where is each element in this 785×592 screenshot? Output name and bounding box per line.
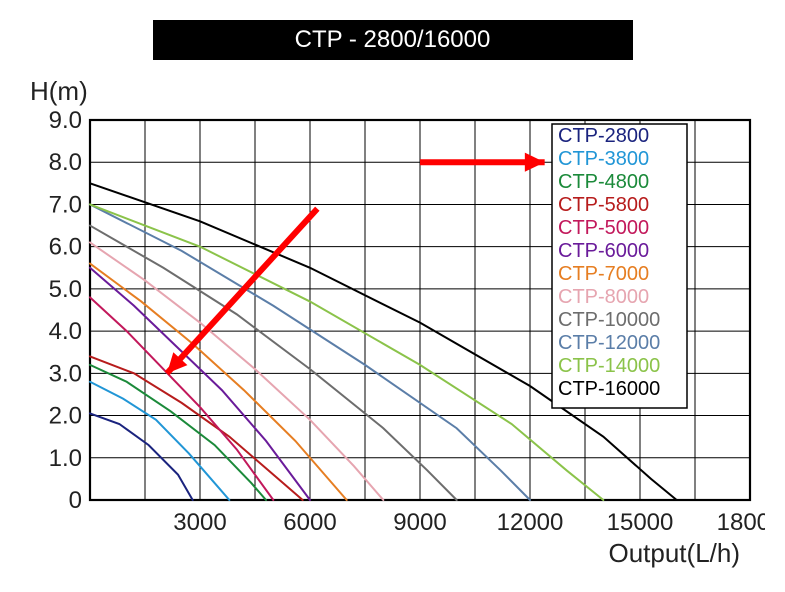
- x-tick-label: 12000: [497, 509, 564, 536]
- legend-item: CTP-16000: [558, 378, 660, 400]
- legend-item: CTP-5000: [558, 217, 649, 239]
- legend-item: CTP-4800: [558, 171, 649, 193]
- x-tick-label: 18000: [717, 509, 765, 536]
- x-tick-label: 15000: [607, 509, 674, 536]
- legend-item: CTP-8000: [558, 286, 649, 308]
- chart-title: CTP - 2800/16000: [153, 20, 633, 60]
- legend-item: CTP-12000: [558, 332, 660, 354]
- legend-item: CTP-2800: [558, 125, 649, 147]
- legend-item: CTP-10000: [558, 309, 660, 331]
- y-tick-label: 7.0: [49, 191, 82, 218]
- y-tick-label: 0: [69, 487, 82, 514]
- y-tick-label: 6.0: [49, 234, 82, 261]
- y-tick-label: 8.0: [49, 149, 82, 176]
- y-tick-label: 5.0: [49, 276, 82, 303]
- legend-item: CTP-5800: [558, 194, 649, 216]
- pump-curve-chart: H(m) 0 1.0 2.0 3.0 4.0 5.0 6.0 7.0 8.0 9.0 3000 6000…: [20, 70, 765, 570]
- x-tick-label: 3000: [173, 509, 226, 536]
- x-axis-label: Output(L/h): [608, 538, 740, 568]
- x-tick-label: 9000: [393, 509, 446, 536]
- y-tick-label: 1.0: [49, 445, 82, 472]
- legend-item: CTP-3800: [558, 148, 649, 170]
- y-axis-label: H(m): [30, 76, 88, 106]
- legend-item: CTP-7000: [558, 263, 649, 285]
- y-tick-label: 4.0: [49, 318, 82, 345]
- y-tick-label: 9.0: [49, 107, 82, 134]
- legend-item: CTP-14000: [558, 355, 660, 377]
- legend-item: CTP-6000: [558, 240, 649, 262]
- x-tick-label: 6000: [283, 509, 336, 536]
- y-tick-label: 2.0: [49, 403, 82, 430]
- chart-container: H(m) 0 1.0 2.0 3.0 4.0 5.0 6.0 7.0 8.0 9.0 3000 6000…: [20, 70, 765, 570]
- y-tick-label: 3.0: [49, 360, 82, 387]
